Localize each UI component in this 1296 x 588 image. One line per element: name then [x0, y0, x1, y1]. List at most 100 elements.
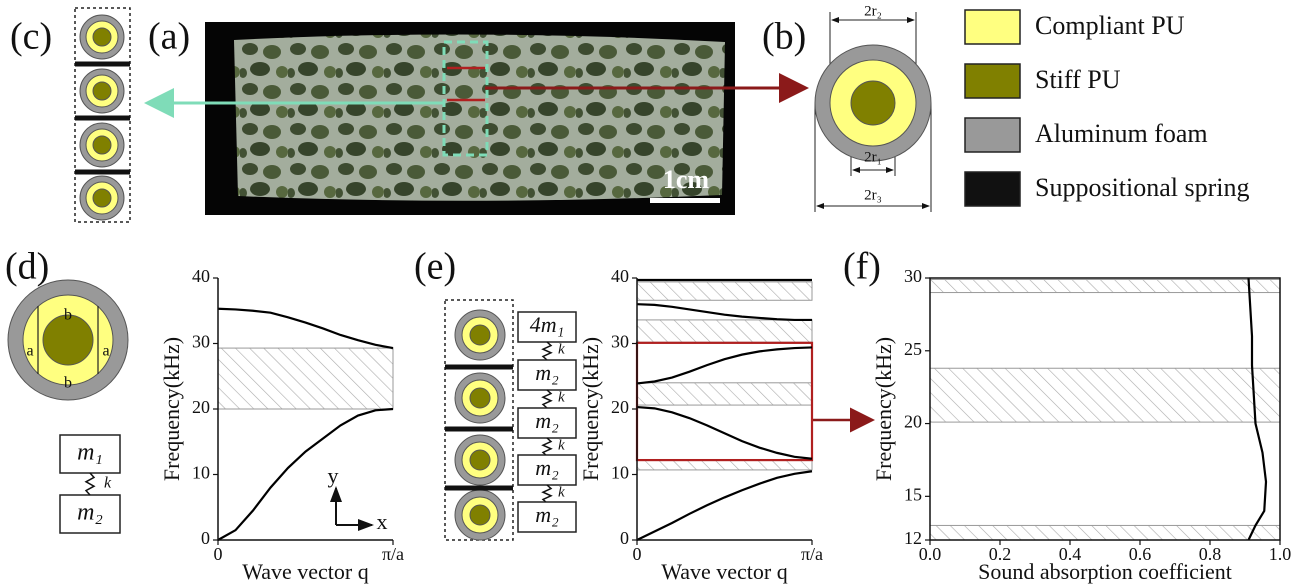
scale-bar-label: 1cm — [663, 165, 710, 194]
spring — [543, 342, 551, 360]
band-gap — [637, 460, 812, 470]
y-axis-title: Frequency(kHz) — [159, 337, 184, 481]
panel-label: (c) — [10, 16, 52, 58]
axis-indicator-label: x — [377, 509, 388, 534]
legend-swatch — [965, 64, 1020, 98]
curve — [637, 471, 812, 540]
stiff-pu — [93, 189, 111, 207]
panel-label: (f) — [843, 246, 881, 288]
mass-label: m₂ — [535, 455, 559, 480]
mass-label: m₂ — [535, 502, 559, 527]
band-gap — [930, 279, 1280, 292]
stiff-pu — [851, 81, 895, 125]
curve — [637, 407, 812, 459]
spring-bar — [445, 486, 513, 491]
band-gap — [218, 348, 393, 409]
legend-label: Stiff PU — [1035, 65, 1121, 94]
band-gap — [930, 525, 1280, 540]
panel-label: (b) — [762, 16, 806, 58]
y-tick-label: 30 — [192, 332, 210, 352]
band-gap — [930, 368, 1280, 422]
region-label: b — [64, 375, 72, 392]
y-tick-label: 20 — [904, 412, 922, 432]
y-tick-label: 10 — [192, 463, 210, 483]
figure: (c) (a) (b) (d) (e) (f) 1cm y x Complian… — [0, 0, 1296, 588]
sample-photo — [234, 34, 725, 200]
y-tick-label: 10 — [611, 463, 629, 483]
panel-label: (d) — [5, 246, 49, 288]
scale-bar — [650, 198, 720, 203]
curve — [218, 309, 393, 348]
x-tick-label: 0.0 — [919, 544, 942, 564]
x-tick-label: π/a — [382, 544, 404, 564]
y-tick-label: 25 — [904, 339, 922, 359]
y-axis-title: Frequency(kHz) — [578, 337, 603, 481]
dimension-label: 2r₃ — [864, 187, 882, 203]
mass-label: m₂ — [535, 360, 559, 385]
region-label: a — [26, 343, 33, 360]
y-tick-label: 20 — [611, 397, 629, 417]
y-tick-label: 40 — [192, 266, 210, 286]
spring-label: k — [558, 484, 565, 500]
y-tick-label: 30 — [904, 266, 922, 286]
dimension-label: 2r₂ — [864, 3, 882, 19]
legend-swatch — [965, 118, 1020, 152]
x-tick-label: 0 — [633, 544, 642, 564]
spring-label: k — [104, 475, 112, 492]
x-axis-title: Wave vector q — [661, 559, 788, 584]
y-tick-label: 30 — [611, 332, 629, 352]
dimension-label: 2r₁ — [864, 149, 882, 165]
stiff-pu — [470, 450, 490, 470]
y-tick-label: 0 — [620, 528, 629, 548]
mass-label: m₁ — [77, 440, 103, 466]
axis-indicator-label: y — [328, 463, 339, 488]
band-gap — [637, 282, 812, 300]
x-axis-title: Wave vector q — [242, 559, 369, 584]
stiff-pu — [470, 325, 490, 345]
curve — [637, 347, 812, 383]
y-tick-label: 20 — [192, 397, 210, 417]
mass-label: m₂ — [77, 500, 103, 526]
axis-indicator — [336, 488, 372, 525]
stiff-pu — [93, 28, 111, 46]
spring-bar — [75, 116, 130, 121]
mass-label: m₂ — [535, 408, 559, 433]
region-label: b — [64, 307, 72, 324]
x-axis-title: Sound absorption coefficient — [978, 559, 1232, 584]
spring-bar — [75, 170, 130, 175]
curve — [218, 409, 393, 540]
stiff-pu — [93, 82, 111, 100]
stiff-pu — [470, 505, 490, 525]
legend-swatch — [965, 10, 1020, 44]
y-tick-label: 40 — [611, 266, 629, 286]
spring-bar — [445, 427, 513, 432]
panel-label: (e) — [414, 246, 456, 288]
axis-line — [637, 278, 812, 540]
stiff-pu — [470, 388, 490, 408]
y-axis-title: Frequency(kHz) — [871, 337, 896, 481]
curve — [637, 304, 812, 320]
x-tick-label: 0 — [214, 544, 223, 564]
x-tick-label: 1.0 — [1269, 544, 1292, 564]
band-gap — [637, 383, 812, 405]
x-tick-label: π/a — [801, 544, 823, 564]
spring — [543, 390, 551, 408]
spring — [543, 438, 551, 456]
spring-bar — [75, 62, 130, 67]
panel-label: (a) — [148, 16, 190, 58]
y-tick-label: 0 — [201, 528, 210, 548]
spring-bar — [445, 365, 513, 370]
stiff-pu — [93, 136, 111, 154]
legend-label: Suppositional spring — [1035, 173, 1250, 202]
spring-label: k — [558, 341, 565, 357]
spring — [86, 473, 94, 495]
legend-label: Aluminum foam — [1035, 119, 1208, 148]
legend-label: Compliant PU — [1035, 11, 1185, 40]
region-label: a — [102, 343, 109, 360]
band-gap — [637, 320, 812, 342]
spring-label: k — [558, 389, 565, 405]
spring — [543, 485, 551, 503]
spring-label: k — [558, 437, 565, 453]
mass-label: 4m₁ — [530, 312, 565, 337]
legend-swatch — [965, 172, 1020, 206]
